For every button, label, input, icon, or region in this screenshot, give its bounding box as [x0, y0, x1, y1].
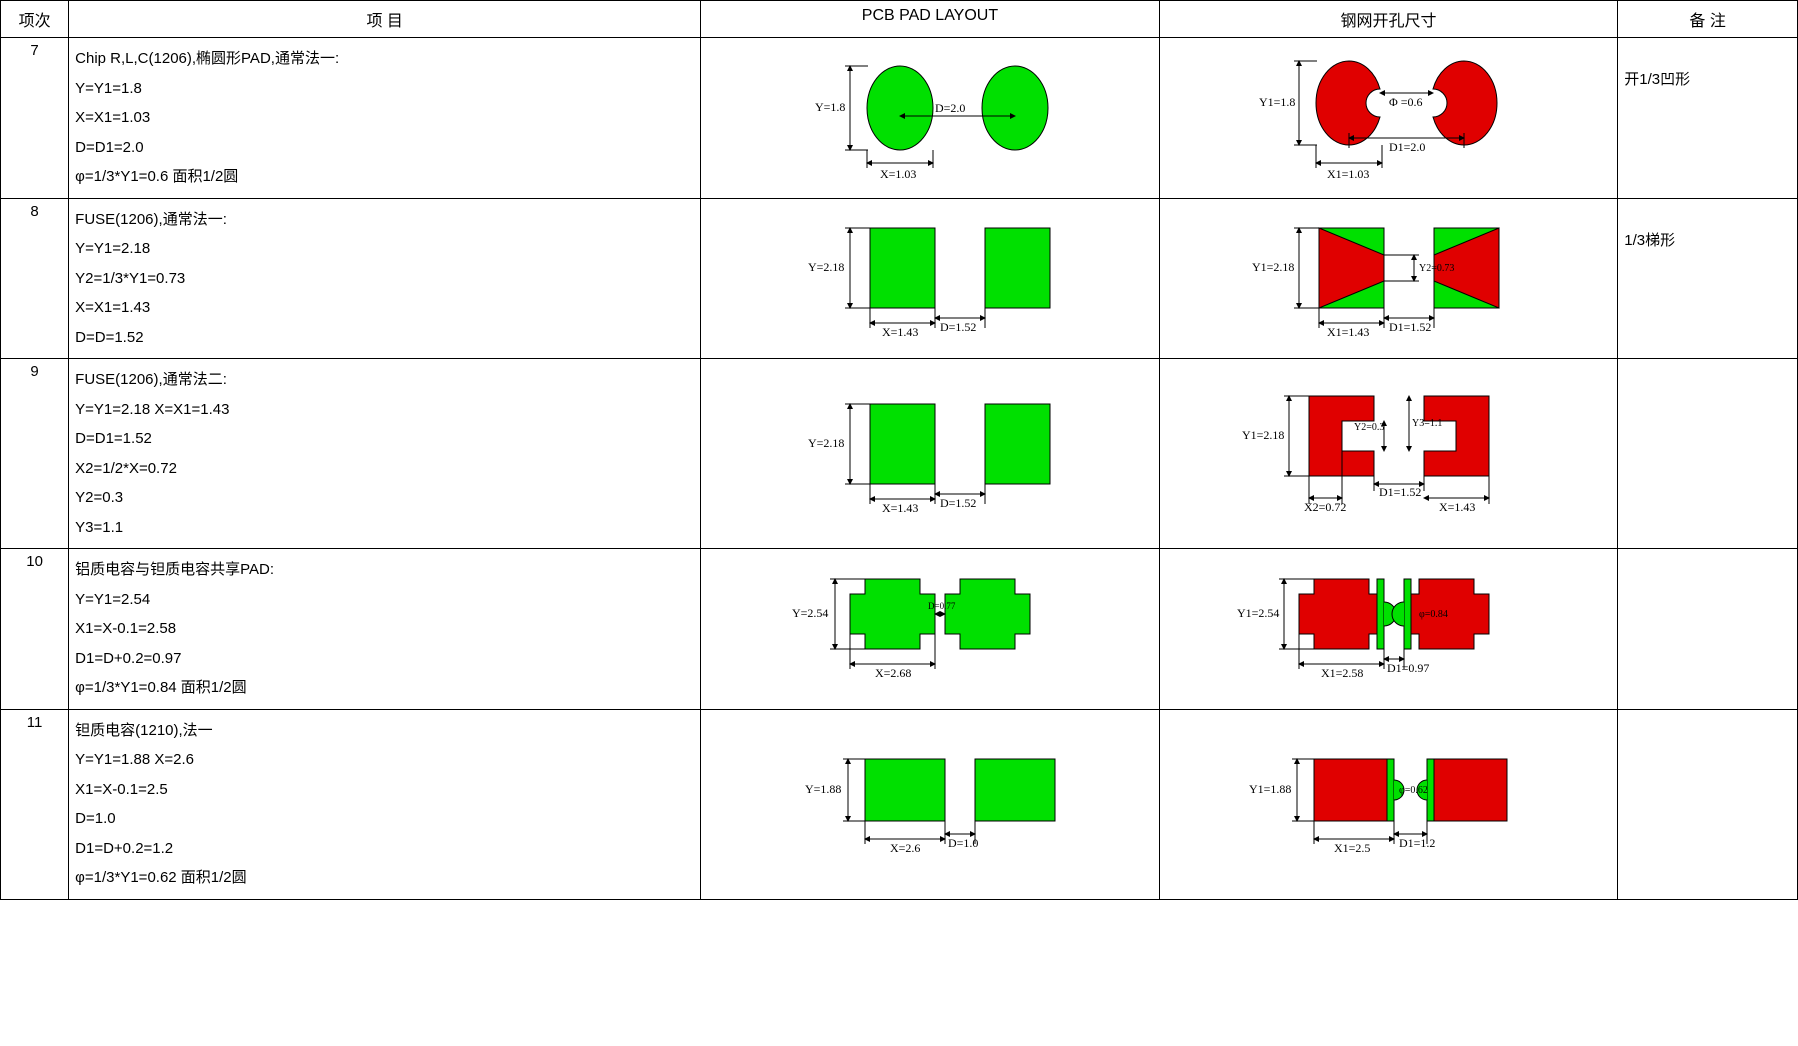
svg-text:D1=1.2: D1=1.2 [1399, 836, 1435, 850]
svg-text:Φ =0.6: Φ =0.6 [1389, 95, 1423, 109]
table-row: 10 铝质电容与钽质电容共享PAD: Y=Y1=2.54 X1=X-0.1=2.… [1, 549, 1798, 710]
svg-text:D1=1.52: D1=1.52 [1379, 485, 1421, 499]
svg-text:D=1.52: D=1.52 [940, 496, 976, 510]
svg-text:X=1.43: X=1.43 [1439, 500, 1475, 514]
col-stencil: 钢网开孔尺寸 [1159, 1, 1618, 38]
svg-text:X1=2.5: X1=2.5 [1334, 841, 1370, 855]
table-row: 9 FUSE(1206),通常法二: Y=Y1=2.18 X=X1=1.43 D… [1, 359, 1798, 549]
svg-text:Y1=2.18: Y1=2.18 [1242, 428, 1284, 442]
svg-text:φ=0.84: φ=0.84 [1419, 609, 1448, 620]
svg-text:Y2=0.73: Y2=0.73 [1419, 263, 1454, 274]
col-idx: 项次 [1, 1, 69, 38]
svg-text:D1=2.0: D1=2.0 [1389, 140, 1425, 154]
pcb-diagram: Y=2.54 D=0.77 X=2.68 [701, 549, 1160, 710]
stencil-diagram: Y1=2.18 Y2=0.3 Y3=1.1 D1=1.52 X=1.43 [1159, 359, 1618, 549]
idx: 10 [1, 549, 69, 710]
stencil-diagram: Y1=1.8 Φ =0.6 D1=2.0 X1=1.03 [1159, 38, 1618, 199]
svg-text:Y=2.18: Y=2.18 [808, 436, 844, 450]
svg-text:D=1.0: D=1.0 [948, 836, 978, 850]
col-note: 备 注 [1618, 1, 1798, 38]
col-pcb: PCB PAD LAYOUT [701, 1, 1160, 38]
svg-text:Y1=1.88: Y1=1.88 [1249, 782, 1291, 796]
idx: 9 [1, 359, 69, 549]
stencil-diagram: Y1=2.18 Y2=0.73 X1=1.43 D1=1.52 [1159, 198, 1618, 359]
note [1618, 549, 1798, 710]
note [1618, 709, 1798, 899]
col-item: 项 目 [69, 1, 701, 38]
svg-text:X=2.68: X=2.68 [875, 666, 911, 680]
svg-text:X2=0.72: X2=0.72 [1304, 500, 1346, 514]
svg-text:X=1.03: X=1.03 [880, 167, 916, 181]
spec-cell: FUSE(1206),通常法一: Y=Y1=2.18 Y2=1/3*Y1=0.7… [69, 198, 701, 359]
svg-text:X1=1.03: X1=1.03 [1327, 167, 1369, 181]
svg-text:D=1.52: D=1.52 [940, 320, 976, 334]
idx: 8 [1, 198, 69, 359]
svg-text:D=0.77: D=0.77 [928, 601, 956, 611]
svg-text:X1=2.58: X1=2.58 [1321, 666, 1363, 680]
idx: 11 [1, 709, 69, 899]
svg-text:D1=0.97: D1=0.97 [1387, 661, 1429, 675]
table-row: 7 Chip R,L,C(1206),椭圆形PAD,通常法一: Y=Y1=1.8… [1, 38, 1798, 199]
stencil-diagram: Y1=1.88 φ=0.62 X1=2.5 D1=1.2 [1159, 709, 1618, 899]
svg-text:Y1=2.54: Y1=2.54 [1237, 606, 1279, 620]
stencil-diagram: Y1=2.54 φ=0.84 X1=2.58 D1=0.97 [1159, 549, 1618, 710]
svg-text:D=2.0: D=2.0 [935, 101, 965, 115]
note: 开1/3凹形 [1618, 38, 1798, 199]
svg-text:X1=1.43: X1=1.43 [1327, 325, 1369, 338]
svg-text:φ=0.62: φ=0.62 [1399, 785, 1428, 796]
spec-cell: Chip R,L,C(1206),椭圆形PAD,通常法一: Y=Y1=1.8 X… [69, 38, 701, 199]
svg-text:Y=1.8: Y=1.8 [815, 100, 845, 114]
svg-text:Y1=2.18: Y1=2.18 [1252, 260, 1294, 274]
pcb-diagram: Y=1.88 X=2.6 D=1.0 [701, 709, 1160, 899]
svg-text:Y=2.54: Y=2.54 [792, 606, 828, 620]
spec-cell: 钽质电容(1210),法一 Y=Y1=1.88 X=2.6 X1=X-0.1=2… [69, 709, 701, 899]
table-row: 11 钽质电容(1210),法一 Y=Y1=1.88 X=2.6 X1=X-0.… [1, 709, 1798, 899]
svg-text:X=1.43: X=1.43 [882, 501, 918, 514]
svg-text:Y1=1.8: Y1=1.8 [1259, 95, 1295, 109]
svg-text:X=2.6: X=2.6 [890, 841, 920, 855]
note [1618, 359, 1798, 549]
svg-text:Y2=0.3: Y2=0.3 [1354, 422, 1384, 433]
svg-text:X=1.43: X=1.43 [882, 325, 918, 338]
header-row: 项次 项 目 PCB PAD LAYOUT 钢网开孔尺寸 备 注 [1, 1, 1798, 38]
svg-text:Y3=1.1: Y3=1.1 [1412, 418, 1442, 429]
pcb-diagram: Y=1.8 D=2.0 X=1.03 [701, 38, 1160, 199]
pcb-diagram: Y=2.18 X=1.43 D=1.52 [701, 359, 1160, 549]
svg-text:Y=2.18: Y=2.18 [808, 260, 844, 274]
pcb-diagram: Y=2.18 X=1.43 D=1.52 [701, 198, 1160, 359]
note: 1/3梯形 [1618, 198, 1798, 359]
idx: 7 [1, 38, 69, 199]
spec-cell: 铝质电容与钽质电容共享PAD: Y=Y1=2.54 X1=X-0.1=2.58 … [69, 549, 701, 710]
table-row: 8 FUSE(1206),通常法一: Y=Y1=2.18 Y2=1/3*Y1=0… [1, 198, 1798, 359]
spec-cell: FUSE(1206),通常法二: Y=Y1=2.18 X=X1=1.43 D=D… [69, 359, 701, 549]
svg-text:D1=1.52: D1=1.52 [1389, 320, 1431, 334]
svg-text:Y=1.88: Y=1.88 [805, 782, 841, 796]
spec-table: 项次 项 目 PCB PAD LAYOUT 钢网开孔尺寸 备 注 7 Chip … [0, 0, 1798, 900]
